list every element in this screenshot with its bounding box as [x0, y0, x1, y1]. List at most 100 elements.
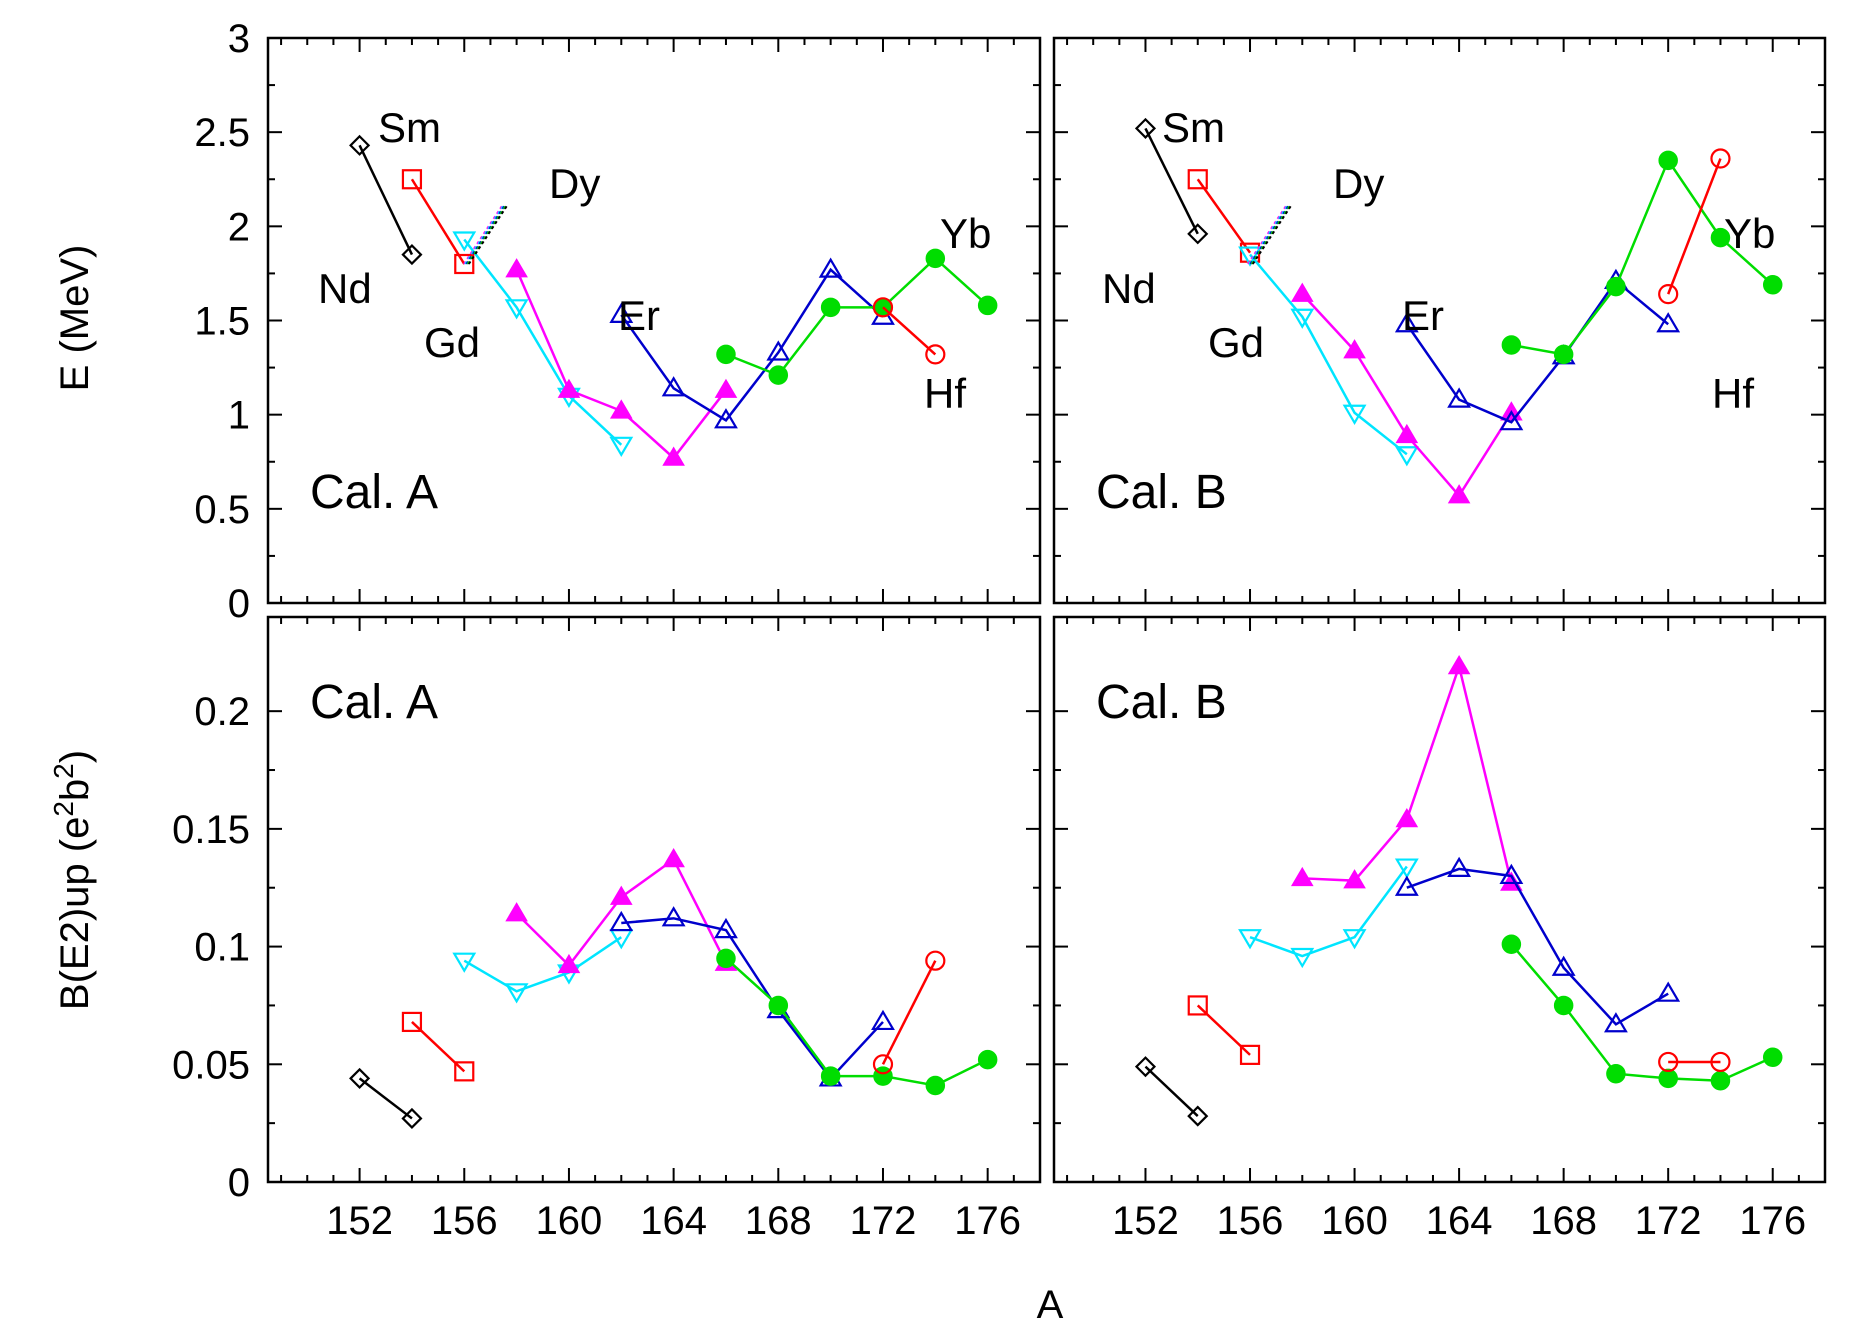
x-axis-title: A: [1037, 1283, 1064, 1327]
data-point-er: [1394, 312, 1419, 333]
element-label-nd: Nd: [1102, 265, 1156, 312]
data-point-gd: [452, 231, 477, 252]
x-tick-label: 176: [1739, 1199, 1806, 1243]
y-tick-label: 0.15: [172, 808, 250, 852]
data-point-nd: [349, 1067, 371, 1089]
data-point-yb: [1606, 1063, 1626, 1084]
y-tick-label: 2.5: [194, 111, 250, 155]
plot-frame: [266, 615, 1042, 1184]
panel-top-right: Sm Dy Nd Gd Er Yb Hf Cal. B: [1052, 36, 1827, 605]
data-point-dy: [1447, 654, 1471, 675]
y-tick-label: 3: [228, 17, 250, 61]
element-label-yb: Yb: [1724, 210, 1775, 257]
y-tick-label: 0.2: [194, 690, 250, 734]
series-line-yb: [725, 256, 989, 377]
data-point-nd: [1134, 1056, 1157, 1078]
data-point-gd: [1290, 308, 1315, 329]
series-hf: [1658, 148, 1731, 305]
data-point-yb: [820, 297, 841, 318]
data-point-dy: [505, 902, 528, 922]
series-line-gd: [463, 238, 623, 446]
data-point-er: [1499, 863, 1524, 885]
data-point-sm: [1187, 995, 1208, 1016]
data-point-sm: [454, 253, 475, 275]
y-axis-title-bottom: B(E2)up (e2b2): [48, 750, 98, 1010]
data-point-dy: [1290, 282, 1314, 302]
data-point-er: [1551, 955, 1576, 976]
data-point-er: [1394, 875, 1419, 896]
panels: 0 0.5 1 1.5 2 2.5 3 Sm Dy Nd Gd Er Yb Hf Cal. A Sm Dy Nd G…: [172, 17, 1827, 1243]
data-point-yb: [768, 365, 789, 385]
data-point-er: [609, 910, 634, 932]
data-point-gd: [1238, 929, 1262, 950]
x-tick-label: 152: [1112, 1199, 1179, 1243]
series-line-er: [1405, 279, 1669, 424]
data-point-er: [766, 340, 791, 361]
x-tick-label: 176: [954, 1199, 1021, 1243]
y-tick-label: 1.5: [194, 300, 250, 344]
y-tick-label: 2: [228, 205, 250, 249]
data-point-hf: [872, 1054, 894, 1075]
data-point-yb: [1658, 150, 1678, 171]
data-point-sm: [1239, 1044, 1261, 1065]
data-point-gd: [1342, 404, 1367, 425]
data-point-er: [714, 917, 738, 939]
series-line-gd: [1249, 253, 1408, 456]
data-point-yb: [977, 1049, 998, 1070]
x-tick-label: 164: [640, 1199, 707, 1243]
data-point-dy: [662, 446, 685, 466]
data-point-er: [661, 906, 686, 927]
data-point-yb: [925, 248, 946, 269]
series-hf: [1658, 1051, 1731, 1073]
panel-top-left: 0 0.5 1 1.5 2 2.5 3 Sm Dy Nd Gd Er Yb Hf Cal. A: [194, 17, 1042, 626]
series-line-dy: [1302, 661, 1513, 884]
data-point-dy: [1343, 339, 1366, 359]
x-tick-label: 160: [1321, 1199, 1388, 1243]
series-line-er: [620, 267, 884, 422]
y-title-sup1: 2: [48, 801, 79, 817]
data-point-hf: [1710, 148, 1731, 169]
data-point-nd: [349, 134, 371, 156]
data-point-hf: [925, 950, 946, 971]
data-point-dy: [714, 378, 738, 398]
series-line-er: [1406, 867, 1669, 1026]
series-sm: [401, 1011, 475, 1082]
series-dy: [505, 258, 738, 466]
y-tick-label: 0.1: [194, 926, 250, 970]
element-label-gd: Gd: [1208, 319, 1264, 366]
data-point-dy: [662, 847, 685, 868]
calculation-label: Cal. B: [1096, 676, 1227, 729]
series-gd: [1238, 858, 1419, 969]
series-line-nd: [358, 1077, 413, 1120]
element-label-er: Er: [1402, 292, 1444, 339]
data-point-nd: [1187, 223, 1209, 245]
data-point-yb: [1501, 335, 1522, 355]
series-yb: [716, 948, 998, 1096]
y-title-suffix: ): [53, 750, 97, 763]
series-yb: [1501, 150, 1783, 365]
y-axis-title-top: E (MeV): [53, 245, 97, 392]
data-point-er: [1656, 981, 1681, 1002]
element-label-sm: Sm: [378, 104, 441, 151]
dy-indicator: [1247, 205, 1287, 265]
series-nd: [349, 1067, 423, 1129]
data-point-yb: [1553, 344, 1574, 365]
series-sm: [401, 169, 475, 275]
data-point-gd: [504, 299, 529, 320]
plot-frame: [1052, 615, 1827, 1184]
dy-indicator: [1250, 205, 1291, 265]
data-point-er: [714, 408, 738, 429]
data-point-nd: [401, 1107, 423, 1129]
x-tick-label: 160: [536, 1199, 603, 1243]
data-point-gd: [504, 983, 529, 1004]
data-point-hf: [1658, 1051, 1679, 1073]
element-label-gd: Gd: [424, 319, 480, 366]
series-hf: [872, 297, 946, 365]
x-tick-label: 168: [1530, 1199, 1597, 1243]
x-tick-label: 172: [850, 1199, 917, 1243]
data-point-yb: [768, 995, 789, 1016]
data-point-yb: [1658, 1068, 1678, 1089]
data-point-er: [871, 1009, 895, 1031]
series-line-nd: [1144, 127, 1199, 235]
